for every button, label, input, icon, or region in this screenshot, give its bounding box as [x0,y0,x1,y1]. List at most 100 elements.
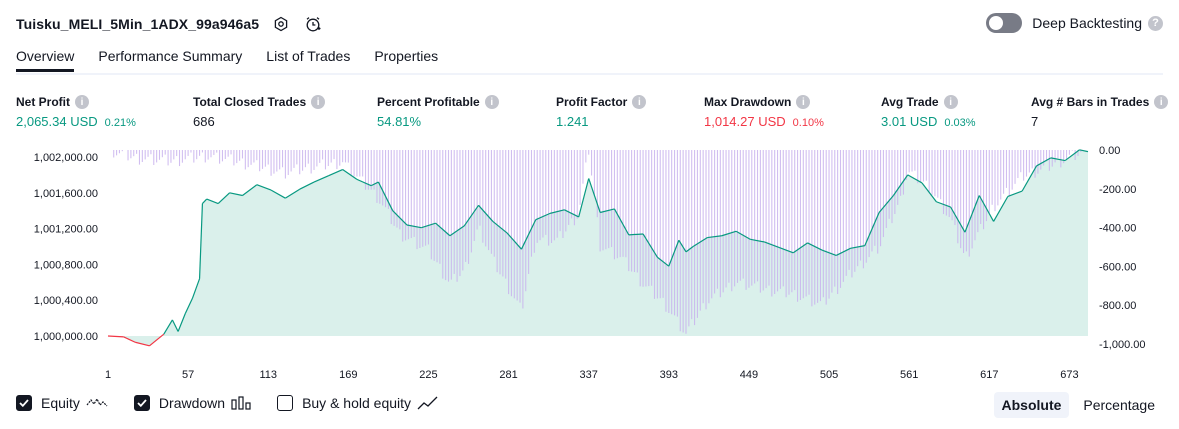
info-icon[interactable]: i [75,95,89,109]
equity-line-segment [750,238,765,243]
equity-checkbox[interactable] [16,395,32,411]
equity-line-segment [520,219,537,250]
alarm-icon[interactable] [303,14,323,34]
tab-bar: Overview Performance Summary List of Tra… [16,48,462,72]
equity-line-segment [191,278,201,299]
deep-backtesting: Deep Backtesting ? [986,13,1163,33]
equity-line-segment [721,230,737,237]
metric-percent: 0.21% [104,117,136,129]
info-icon[interactable]: i [484,95,499,109]
equity-line-segment [206,198,219,205]
equity-line-segment [242,184,258,196]
equity-line-segment [435,222,451,237]
metric-value: 54.81% [377,114,422,129]
metric-label: Net Profit [16,95,70,109]
equity-line-segment [1050,157,1066,162]
metric-percent: 0.03% [944,117,976,129]
x-axis-tick-label: 617 [980,369,998,381]
equity-line-segment [657,256,670,267]
equity-line-segment [821,249,837,257]
equity-line-segment [600,208,615,214]
tab-list-of-trades[interactable]: List of Trades [266,48,351,64]
equity-line-segment [328,168,343,177]
equity-line-segment [1064,149,1080,162]
equity-line-segment [778,246,794,254]
equity-line-segment [807,242,823,251]
metric-avg-trade: Avg Trade i 3.01 USD 0.03% [881,94,976,129]
equity-line-segment [1036,157,1052,167]
settings-icon[interactable] [271,14,291,34]
equity-line-segment [907,174,923,184]
buy-hold-line-icon [417,396,439,410]
equity-line-segment [421,222,436,229]
absolute-mode-button[interactable]: Absolute [993,392,1070,418]
equity-line-segment [184,298,193,314]
equity-line-segment [564,209,579,218]
left-axis-tick-label: 1,001,200.00 [34,224,98,236]
info-icon[interactable]: i [632,95,647,109]
equity-line-segment [449,225,465,237]
equity-line-segment [229,192,243,197]
info-icon[interactable]: i [1154,95,1169,109]
equity-line-segment [406,224,422,229]
left-axis-tick-label: 1,000,400.00 [34,295,98,307]
equity-line-segment [107,335,124,338]
left-axis-tick-label: 1,002,000.00 [34,152,98,164]
metric-value: 3.01 USD [881,114,938,129]
deep-backtesting-label: Deep Backtesting [1032,15,1142,31]
equity-line-segment [171,319,179,332]
info-icon[interactable]: i [943,95,958,109]
x-axis-tick-label: 281 [499,369,517,381]
equity-line-segment [463,204,480,227]
equity-line-segment [370,181,379,187]
metric-value: 7 [1031,114,1039,129]
x-axis-tick-label: 113 [259,369,277,381]
left-axis-tick-label: 1,001,600.00 [34,188,98,200]
metric-label: Max Drawdown [704,95,792,109]
percentage-mode-button[interactable]: Percentage [1083,397,1155,413]
equity-line-icon [86,396,108,410]
x-axis-tick-label: 337 [580,369,598,381]
equity-line-segment [685,246,694,253]
equity-line-segment [1021,165,1038,192]
x-axis-tick-label: 169 [339,369,357,381]
metric-avg-bars-in-trades: Avg # Bars in Trades i 7 [1031,94,1169,129]
equity-line-segment [392,210,408,226]
equity-line-segment [692,237,708,248]
equity-line-segment [506,232,522,250]
legend-equity[interactable]: Equity [16,395,108,411]
equity-line-segment [628,233,644,236]
drawdown-checkbox[interactable] [133,395,150,411]
x-axis-tick-label: 57 [182,369,194,381]
equity-line-segment [707,235,722,239]
metric-label: Total Closed Trades [193,95,307,109]
mode-switcher: Absolute Percentage [988,392,1164,418]
left-axis-tick-label: 1,000,000.00 [34,331,98,343]
equity-line-segment [613,208,630,236]
equity-line-segment [1079,149,1089,153]
tab-divider [16,73,1163,75]
x-axis-tick-label: 673 [1060,369,1078,381]
tab-properties[interactable]: Properties [374,48,439,64]
equity-line-segment [342,169,358,180]
equity-line-segment [299,181,315,190]
tab-performance-summary[interactable]: Performance Summary [98,48,243,64]
equity-line-segment [878,195,894,213]
equity-line-segment [177,313,186,332]
legend-buy-hold[interactable]: Buy & hold equity [277,395,439,411]
info-icon[interactable]: i [311,95,326,109]
legend-drawdown[interactable]: Drawdown [133,395,251,411]
info-icon[interactable]: i [796,95,811,109]
equity-line-segment [217,192,231,204]
equity-line-segment [549,209,565,214]
help-icon[interactable]: ? [1148,15,1163,31]
equity-line-segment [198,203,204,279]
tab-overview[interactable]: Overview [16,48,75,72]
equity-line-segment [478,204,494,222]
deep-backtesting-toggle[interactable] [986,13,1023,33]
equity-line-segment [964,195,980,233]
metric-value: 1.241 [556,114,589,129]
equity-line-segment [950,206,966,233]
right-axis-tick-label: -200.00 [1099,184,1136,196]
buy-hold-checkbox[interactable] [277,395,294,411]
